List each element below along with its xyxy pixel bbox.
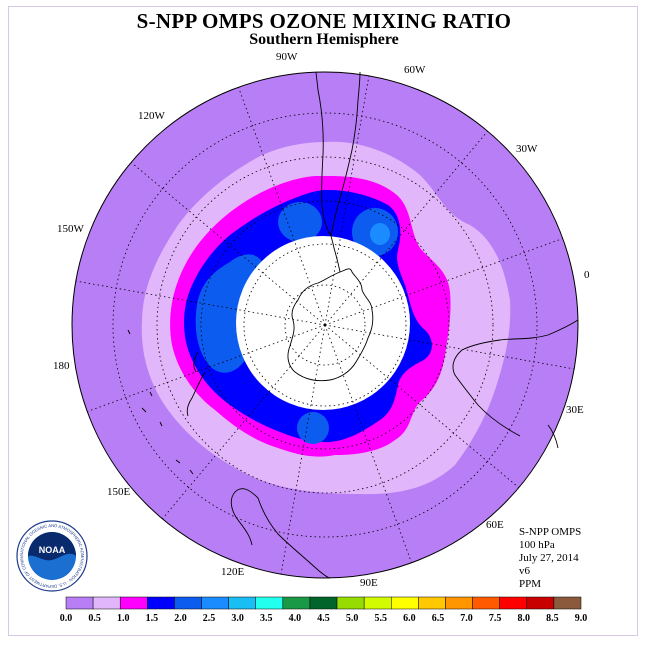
- field-2.0-2.5-d: [297, 412, 329, 444]
- map-subtitle: Southern Hemisphere: [249, 31, 399, 48]
- africa-coast: [452, 319, 579, 437]
- lat-circle-50s: [156, 156, 494, 494]
- meridian-line: [324, 238, 563, 326]
- lat-circle-40s: [112, 112, 538, 538]
- info-instrument: S-NPP OMPS: [519, 526, 582, 538]
- meridian-line: [238, 87, 326, 326]
- lon-30e-label: 30E: [566, 404, 584, 416]
- meridian-line: [324, 324, 412, 563]
- lon-180-label: 180: [53, 360, 70, 372]
- lon-90e-label: 90E: [360, 577, 378, 589]
- lon-30w-label: 30W: [516, 143, 538, 155]
- info-level: 100 hPa: [519, 539, 555, 551]
- lon-60w-label: 60W: [404, 64, 426, 76]
- meridian-line: [130, 162, 326, 326]
- logo-text: NOAA: [39, 545, 66, 555]
- meridian-line: [280, 324, 326, 575]
- lon-120e-label: 120E: [221, 566, 245, 578]
- map-title: S-NPP OMPS OZONE MIXING RATIO: [136, 9, 512, 33]
- map-boundary: [71, 71, 579, 579]
- meridian-line: [324, 324, 575, 370]
- south-america-west: [315, 71, 332, 237]
- meridian-line: [324, 130, 488, 326]
- south-pole-dot: [323, 323, 327, 327]
- antarctic-peninsula: [330, 235, 341, 273]
- pacific-islands: [127, 329, 194, 475]
- south-america-coast: [330, 71, 361, 237]
- field-2.0-2.5-a: [278, 202, 322, 242]
- longitude-labels: 90W 60W 30W 0 30E 60E 90E 120E 150E 180 150W 120W: [53, 51, 590, 589]
- madagascar-coast: [547, 424, 559, 449]
- info-version: v6: [519, 565, 530, 577]
- info-date: July 27, 2014: [519, 552, 579, 564]
- logo-bird: [28, 532, 76, 561]
- lat-circle-80s: [284, 284, 366, 366]
- lon-90w-label: 90W: [276, 51, 298, 63]
- meridian-line: [324, 75, 370, 326]
- australia-coast: [230, 488, 331, 579]
- lat-circle-70s: [243, 243, 407, 407]
- info-block: S-NPP OMPS 100 hPa July 27, 2014 v6 PPM: [519, 526, 581, 591]
- meridians: [75, 75, 575, 575]
- new-zealand-coast: [186, 351, 206, 417]
- lon-150w-label: 150W: [57, 223, 85, 235]
- lat-circle-60s: [200, 200, 450, 450]
- graticule: [75, 75, 575, 575]
- figure-frame: [8, 6, 638, 636]
- lon-0-label: 0: [584, 269, 590, 281]
- field-2.5-3.0-a: [370, 223, 390, 245]
- coastlines: [127, 71, 579, 579]
- noaa-logo: NATIONAL OCEANIC AND ATMOSPHERIC ADMINIS…: [16, 520, 88, 592]
- info-units: PPM: [519, 578, 542, 590]
- meridian-line: [324, 324, 520, 488]
- no-data-cap: [236, 236, 410, 410]
- meridian-line: [75, 280, 326, 326]
- meridian-line: [87, 324, 326, 412]
- lon-120w-label: 120W: [138, 110, 166, 122]
- lon-150e-label: 150E: [107, 486, 131, 498]
- lon-60e-label: 60E: [486, 519, 504, 531]
- meridian-line: [162, 324, 326, 520]
